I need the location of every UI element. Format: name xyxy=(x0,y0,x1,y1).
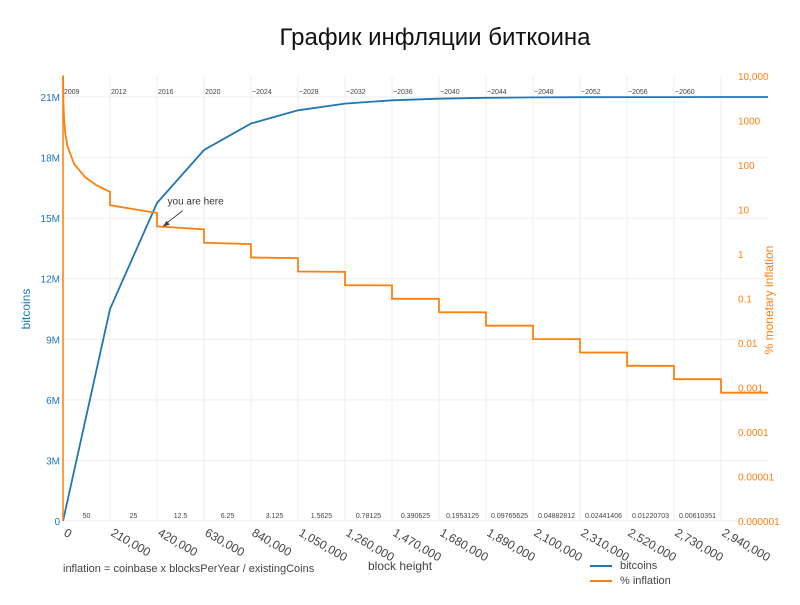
y-right-tick-label: 10,000 xyxy=(738,72,769,83)
x-tick-label: 840,000 xyxy=(250,525,295,559)
y-left-tick-label: 15M xyxy=(41,214,60,225)
y-right-tick-label: 0.00001 xyxy=(738,473,775,484)
legend-item-inflation[interactable]: % inflation xyxy=(590,575,671,587)
y-right-tick-label: 0.0001 xyxy=(738,428,769,439)
x-tick-label: 2,940,000 xyxy=(720,525,774,564)
x-tick-label: 2,730,000 xyxy=(673,525,727,564)
x-tick-label: 2,100,000 xyxy=(532,525,586,564)
legend-label: % inflation xyxy=(620,575,671,587)
reward-label: 0.1953125 xyxy=(446,513,479,520)
series-line-inflation xyxy=(62,75,768,394)
y-left-tick-label: 18M xyxy=(41,154,60,165)
year-label: ~2048 xyxy=(534,89,554,96)
footnote: inflation = coinbase x blocksPerYear / e… xyxy=(63,563,315,575)
year-label: ~2032 xyxy=(346,89,366,96)
annotation-arrowhead xyxy=(162,220,170,227)
y-left-tick-label: 6M xyxy=(46,396,60,407)
y-right-axis-label: % monetary inflation xyxy=(762,246,776,355)
x-axis-label: block height xyxy=(368,559,433,573)
series-line-bitcoins xyxy=(62,96,768,522)
y-right-tick-label: 0.01 xyxy=(738,339,758,350)
year-label: ~2028 xyxy=(299,89,319,96)
y-left-tick-label: 12M xyxy=(41,275,60,286)
reward-label: 3.125 xyxy=(266,513,284,520)
year-label: 2020 xyxy=(205,89,221,96)
y-right-tick-label: 10 xyxy=(738,206,750,217)
reward-label: 25 xyxy=(130,513,138,520)
x-tick-label: 1,050,000 xyxy=(297,525,351,564)
x-tick-label: 0 xyxy=(62,525,75,541)
legend-label: bitcoins xyxy=(620,560,658,572)
y-left-tick-label: 9M xyxy=(46,335,60,346)
x-tick-label: 1,680,000 xyxy=(438,525,492,564)
x-tick-label: 420,000 xyxy=(156,525,201,559)
x-tick-label: 2,310,000 xyxy=(579,525,633,564)
reward-label: 0.09765625 xyxy=(491,513,528,520)
legend-item-bitcoins[interactable]: bitcoins xyxy=(590,560,657,572)
year-label: 2016 xyxy=(158,89,174,96)
y-left-tick-label: 21M xyxy=(41,93,60,104)
y-right-tick-label: 0.001 xyxy=(738,384,763,395)
y-left-tick-label: 0 xyxy=(54,517,60,528)
reward-label: 0.02441406 xyxy=(585,513,622,520)
year-label: 2009 xyxy=(64,89,80,96)
y-right-tick-label: 1 xyxy=(738,250,744,261)
chart-title: График инфляции биткоина xyxy=(279,24,591,51)
reward-label: 0.04882812 xyxy=(538,513,575,520)
annotation-text: you are here xyxy=(168,197,225,208)
year-label: ~2024 xyxy=(252,89,272,96)
y-right-tick-label: 100 xyxy=(738,161,755,172)
y-left-axis-label: bitcoins xyxy=(19,289,33,330)
reward-label: 0.78125 xyxy=(356,513,381,520)
reward-label: 0.00610351 xyxy=(679,513,716,520)
y-left-tick-label: 3M xyxy=(46,456,60,467)
reward-label: 0.390625 xyxy=(401,513,430,520)
reward-label: 1.5625 xyxy=(311,513,333,520)
x-tick-label: 1,890,000 xyxy=(485,525,539,564)
year-label: ~2056 xyxy=(628,89,648,96)
x-tick-label: 210,000 xyxy=(109,525,154,559)
legend-swatch xyxy=(590,580,612,583)
reward-label: 6.25 xyxy=(221,513,235,520)
x-tick-label: 2,520,000 xyxy=(626,525,680,564)
legend-swatch xyxy=(590,565,612,568)
year-label: ~2052 xyxy=(581,89,601,96)
reward-label: 50 xyxy=(83,513,91,520)
year-label: ~2060 xyxy=(675,89,695,96)
year-label: ~2040 xyxy=(440,89,460,96)
y-right-tick-label: 1000 xyxy=(738,117,761,128)
year-label: ~2044 xyxy=(487,89,507,96)
x-tick-label: 630,000 xyxy=(203,525,248,559)
y-right-tick-label: 0.000001 xyxy=(738,517,780,528)
reward-label: 12.5 xyxy=(174,513,188,520)
year-label: 2012 xyxy=(111,89,127,96)
reward-label: 0.01220703 xyxy=(632,513,669,520)
y-right-tick-label: 0.1 xyxy=(738,295,752,306)
year-label: ~2036 xyxy=(393,89,413,96)
